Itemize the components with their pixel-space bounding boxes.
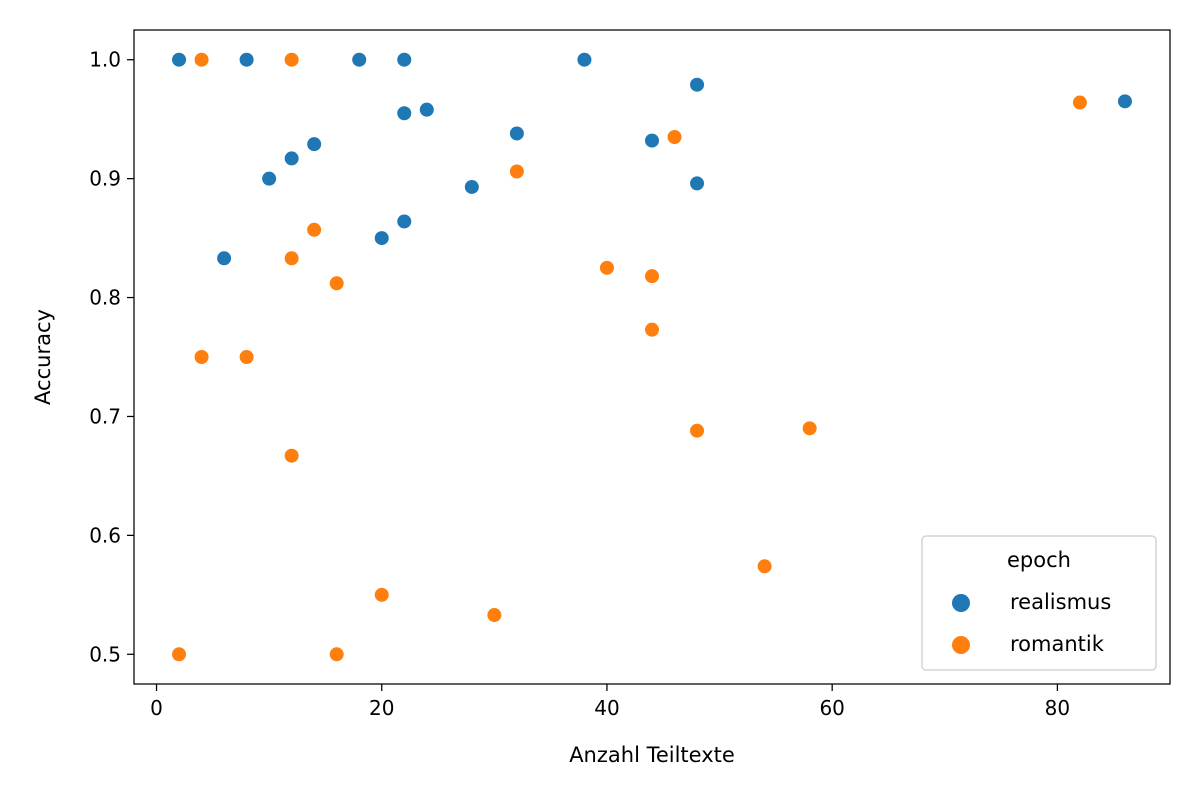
point-realismus-13 bbox=[262, 171, 277, 186]
legend-label-realismus: realismus bbox=[1010, 590, 1111, 614]
point-realismus-18 bbox=[217, 251, 232, 266]
point-romantik-10 bbox=[645, 322, 659, 337]
point-realismus-0 bbox=[172, 52, 187, 67]
x-tick-label: 0 bbox=[150, 696, 163, 720]
point-romantik-5 bbox=[307, 222, 322, 237]
point-romantik-0 bbox=[194, 52, 209, 67]
legend-label-romantik: romantik bbox=[1010, 632, 1105, 656]
point-romantik-1 bbox=[284, 52, 299, 67]
point-romantik-2 bbox=[1072, 95, 1087, 110]
point-realismus-17 bbox=[374, 231, 389, 246]
point-realismus-7 bbox=[419, 102, 434, 117]
x-axis-ticks: 0 20 40 60 80 bbox=[150, 684, 1070, 720]
point-realismus-14 bbox=[690, 176, 705, 191]
marks-layer bbox=[172, 52, 1132, 662]
y-axis-label: Accuracy bbox=[31, 309, 55, 405]
point-realismus-2 bbox=[352, 52, 367, 67]
y-tick-label: 0.6 bbox=[89, 523, 121, 547]
point-realismus-6 bbox=[1117, 94, 1132, 109]
point-romantik-3 bbox=[667, 130, 682, 145]
point-romantik-11 bbox=[194, 350, 209, 364]
legend-title: epoch bbox=[1007, 548, 1071, 572]
point-romantik-17 bbox=[374, 587, 389, 602]
point-realismus-5 bbox=[690, 77, 705, 92]
point-realismus-16 bbox=[397, 214, 412, 229]
point-realismus-1 bbox=[239, 52, 254, 67]
legend-box bbox=[921, 535, 1157, 671]
point-romantik-20 bbox=[329, 647, 344, 662]
point-romantik-12 bbox=[239, 350, 254, 364]
y-axis-ticks: 0.5 0.6 0.7 0.8 0.9 1.0 bbox=[89, 48, 134, 666]
point-realismus-11 bbox=[307, 137, 322, 152]
point-realismus-9 bbox=[509, 126, 524, 141]
x-tick-label: 60 bbox=[819, 696, 844, 720]
y-tick-label: 0.9 bbox=[89, 167, 121, 191]
point-romantik-6 bbox=[284, 251, 299, 266]
legend-marker-romantik bbox=[952, 636, 970, 654]
x-axis-label: Anzahl Teiltexte bbox=[569, 743, 735, 767]
point-realismus-8 bbox=[397, 106, 412, 121]
point-romantik-18 bbox=[487, 608, 502, 623]
y-tick-label: 0.7 bbox=[89, 404, 121, 428]
point-romantik-14 bbox=[690, 423, 705, 438]
point-realismus-10 bbox=[645, 133, 659, 148]
point-romantik-15 bbox=[284, 448, 299, 463]
point-realismus-4 bbox=[577, 52, 592, 67]
point-romantik-8 bbox=[645, 269, 659, 284]
point-realismus-12 bbox=[284, 151, 299, 166]
point-realismus-3 bbox=[397, 52, 412, 67]
legend-marker-realismus bbox=[952, 594, 970, 612]
y-tick-label: 0.5 bbox=[89, 642, 121, 666]
axes-frame bbox=[133, 29, 1171, 685]
point-romantik-16 bbox=[757, 559, 772, 574]
y-tick-label: 1.0 bbox=[89, 48, 121, 72]
point-romantik-9 bbox=[329, 276, 344, 291]
point-romantik-7 bbox=[599, 260, 614, 275]
point-romantik-4 bbox=[509, 164, 524, 179]
y-tick-label: 0.8 bbox=[89, 286, 121, 310]
x-tick-label: 80 bbox=[1045, 696, 1070, 720]
point-romantik-13 bbox=[802, 421, 817, 436]
legend: epoch realismus romantik bbox=[921, 535, 1157, 671]
point-realismus-15 bbox=[464, 179, 479, 194]
x-tick-label: 20 bbox=[369, 696, 394, 720]
x-tick-label: 40 bbox=[594, 696, 619, 720]
point-romantik-19 bbox=[172, 647, 187, 662]
